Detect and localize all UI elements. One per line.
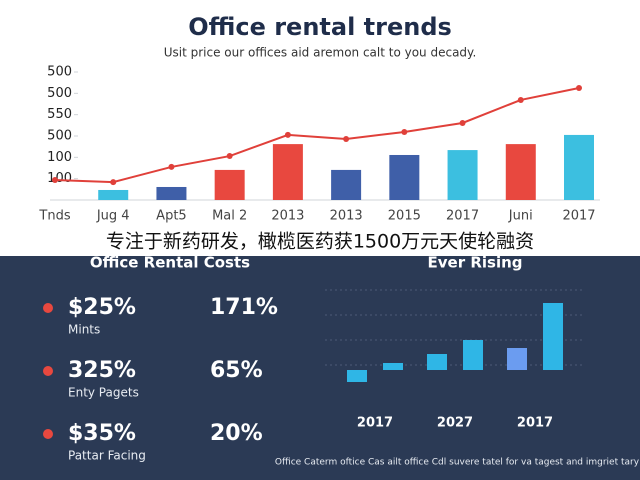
stat-change: 20% bbox=[210, 421, 263, 446]
bar bbox=[272, 144, 303, 200]
y-tick-label: 500 bbox=[47, 65, 72, 80]
bar bbox=[347, 370, 367, 382]
bar bbox=[214, 169, 245, 200]
y-tick-label: 100 bbox=[47, 171, 72, 186]
bullet bbox=[43, 429, 53, 439]
bar bbox=[389, 154, 420, 200]
bar bbox=[98, 189, 129, 200]
x-tick-label: Tnds bbox=[38, 209, 70, 224]
bar bbox=[447, 150, 478, 200]
line-point bbox=[517, 96, 524, 103]
stat-change: 65% bbox=[210, 358, 263, 383]
bar bbox=[427, 354, 447, 370]
content: 500 500 550 500 100 100 Tnds Jug 4 Apt5 Mal 2 2013… bbox=[38, 65, 595, 463]
stat-label: Pattar Facing bbox=[68, 449, 146, 463]
x-tick-label: 2013 bbox=[271, 209, 304, 224]
line-point bbox=[226, 153, 233, 160]
line-point bbox=[576, 85, 582, 91]
bar bbox=[507, 348, 527, 370]
bar bbox=[564, 134, 594, 200]
y-tick-label: 500 bbox=[47, 129, 72, 144]
line-point bbox=[52, 176, 58, 183]
stat-value: $25% bbox=[68, 295, 136, 320]
line-point bbox=[110, 179, 117, 186]
bar bbox=[156, 186, 187, 200]
x-tick-label: 2015 bbox=[388, 209, 421, 224]
x-tick-label: 2017 bbox=[517, 416, 553, 431]
bullet bbox=[43, 303, 53, 313]
y-tick-label: 100 bbox=[47, 150, 72, 165]
dark-panel bbox=[0, 250, 640, 480]
bar bbox=[331, 169, 362, 200]
footnote: Office Caterm oftice Cas ailt office Cdl… bbox=[275, 458, 640, 468]
chart-title: Office rental trends bbox=[188, 13, 452, 41]
stat-value: $35% bbox=[68, 421, 136, 446]
bar bbox=[505, 144, 536, 200]
mini-chart-title: Ever Rising bbox=[428, 254, 523, 272]
x-tick-label: 2017 bbox=[357, 416, 393, 431]
line-point bbox=[284, 131, 291, 138]
y-tick-label: 550 bbox=[47, 107, 72, 122]
x-tick-label: 2027 bbox=[437, 416, 473, 431]
stat-value: 325% bbox=[68, 358, 136, 383]
x-tick-label: Apt5 bbox=[156, 209, 187, 224]
bullet bbox=[43, 366, 53, 376]
bar bbox=[543, 303, 563, 370]
line-point bbox=[401, 128, 408, 135]
bar bbox=[463, 340, 483, 370]
x-tick-label: Juni bbox=[508, 209, 533, 224]
x-tick-label: Jug 4 bbox=[96, 209, 130, 224]
line-point bbox=[343, 135, 350, 142]
stats-title: Office Rental Costs bbox=[90, 254, 250, 272]
chart-subtitle: Usit price our offices aid aremon calt t… bbox=[164, 46, 477, 60]
x-tick-label: 2013 bbox=[330, 209, 363, 224]
x-tick-label: Mal 2 bbox=[212, 209, 247, 224]
banner-text: 专注于新药研发，橄榄医药获1500万元天使轮融资 bbox=[106, 231, 534, 253]
stat-label: Enty Pagets bbox=[68, 386, 139, 400]
stat-label: Mints bbox=[68, 323, 100, 337]
bar bbox=[383, 363, 403, 370]
banner bbox=[0, 226, 640, 256]
line-point bbox=[168, 163, 175, 170]
trend-line bbox=[54, 87, 580, 184]
y-tick-label: 500 bbox=[47, 86, 72, 101]
line-point bbox=[459, 119, 466, 126]
stat-change: 171% bbox=[210, 295, 278, 320]
x-tick-label: 2017 bbox=[562, 209, 595, 224]
x-tick-label: 2017 bbox=[446, 209, 479, 224]
